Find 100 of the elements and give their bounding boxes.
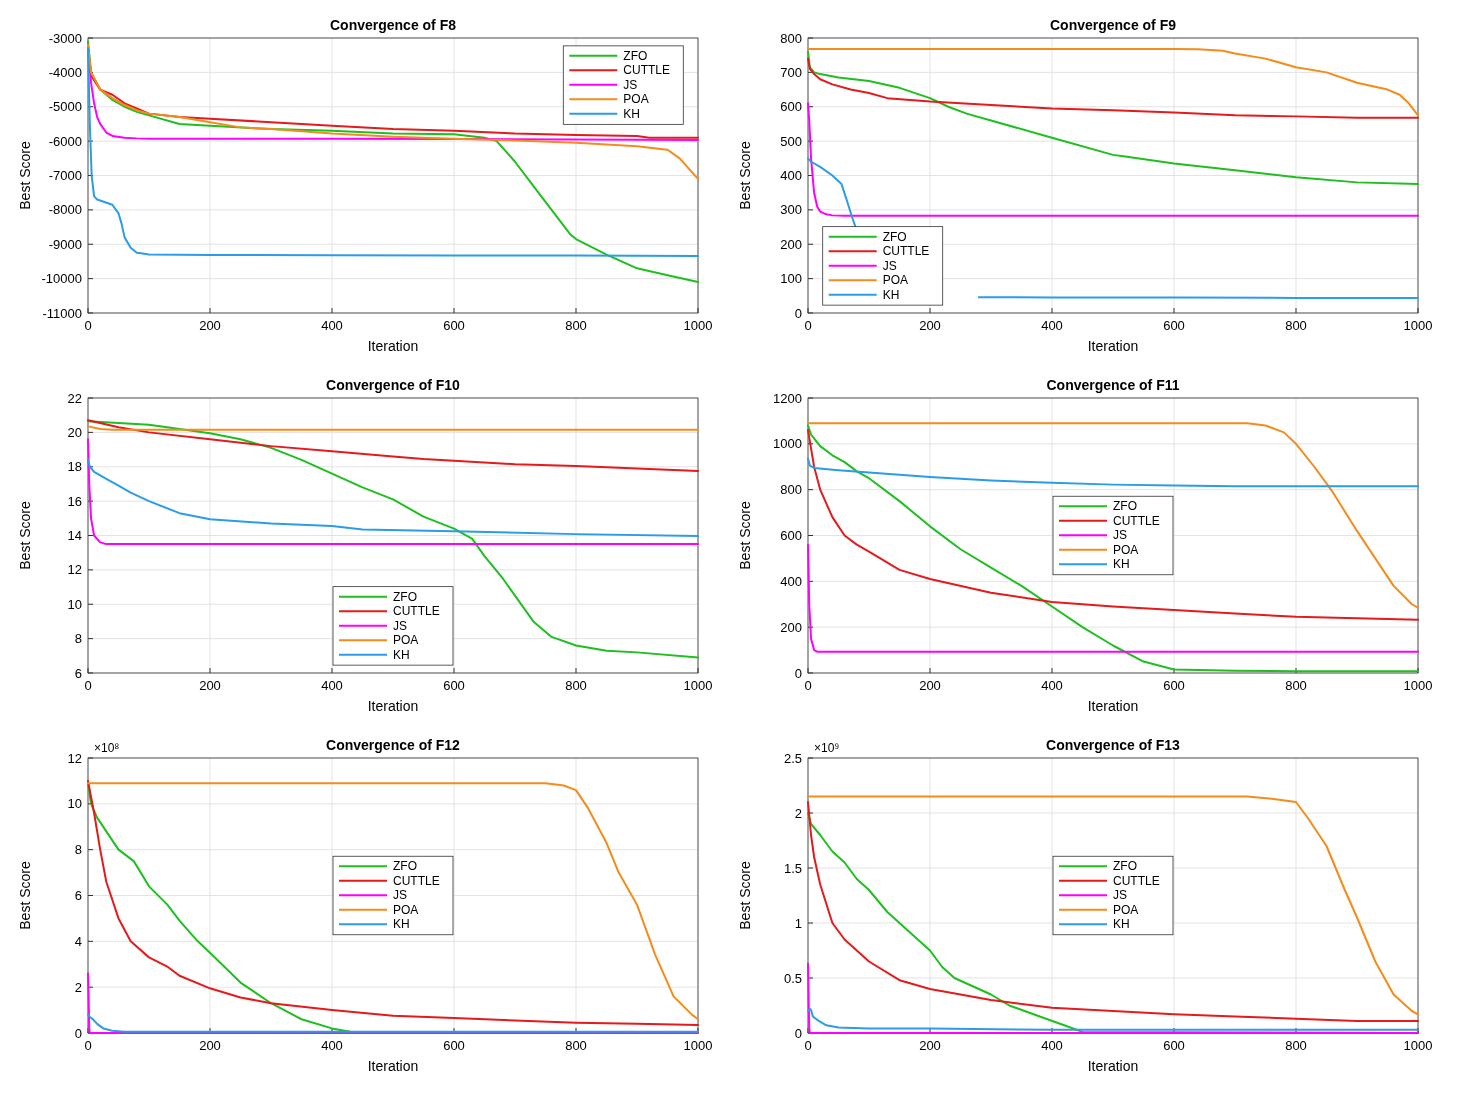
- x-tick-label: 200: [199, 1038, 221, 1053]
- line-series: [807, 50, 1419, 186]
- x-tick-label: 600: [1163, 678, 1185, 693]
- y-tick-label: 2.5: [783, 750, 802, 766]
- x-tick-label: 0: [804, 318, 812, 333]
- text: ×10⁹: [814, 741, 840, 755]
- y-tick-label: 400: [780, 573, 802, 589]
- y-tick-label: 1000: [773, 436, 802, 452]
- x-tick-label: 0: [84, 678, 92, 693]
- line-series: [807, 457, 1419, 488]
- legend-label: ZFO: [882, 229, 907, 244]
- y-tick-label: 4: [74, 933, 82, 949]
- text: ×10⁸: [94, 741, 120, 755]
- legend-label: KH: [882, 287, 900, 302]
- y-tick-label: 18: [67, 459, 82, 475]
- legend-label: CUTTLE: [882, 244, 930, 259]
- y-tick-label: 0.5: [783, 970, 802, 986]
- y-tick-label: 800: [780, 30, 802, 46]
- x-tick-label: 800: [565, 1038, 587, 1053]
- legend-label: CUTTLE: [1113, 873, 1160, 888]
- x-tick-label: 0: [804, 1038, 812, 1053]
- y-tick-label: -11000: [42, 305, 82, 321]
- x-tick-label: 1000: [683, 678, 713, 693]
- legend-label: ZFO: [623, 48, 648, 63]
- y-axis-title: Best Score: [17, 861, 33, 930]
- x-tick-label: 600: [443, 1038, 465, 1053]
- x-tick-label: 800: [1285, 318, 1307, 333]
- line-series: [807, 48, 1419, 117]
- x-tick-label: 800: [565, 318, 587, 333]
- y-axis-title: Best Score: [17, 141, 33, 210]
- y-tick-label: 600: [780, 99, 802, 115]
- y-tick-label: 22: [67, 390, 82, 406]
- y-tick-label: 1: [794, 915, 802, 931]
- legend-label: KH: [623, 106, 640, 121]
- legend-label: ZFO: [1113, 499, 1137, 514]
- line-series: [807, 543, 1419, 653]
- line-series: [87, 1013, 699, 1033]
- legend-label: KH: [1113, 917, 1130, 932]
- legend-label: JS: [1113, 528, 1128, 543]
- x-tick-label: 200: [199, 678, 221, 693]
- line-series: [87, 972, 699, 1034]
- y-tick-label: -7000: [48, 168, 82, 183]
- y-tick-label: 2: [74, 979, 82, 995]
- y-tick-label: 1.5: [783, 860, 802, 876]
- y-tick-label: -8000: [48, 202, 82, 218]
- y-tick-label: 1200: [773, 390, 802, 406]
- line-series: [87, 419, 699, 473]
- y-tick-label: -4000: [48, 64, 82, 80]
- x-tick-label: 1000: [683, 1038, 713, 1053]
- chart-title: Convergence of F10: [326, 377, 461, 393]
- y-axis-title: Best Score: [737, 861, 753, 930]
- legend-label: KH: [393, 647, 410, 662]
- x-tick-label: 600: [443, 678, 465, 693]
- y-tick-label: 0: [794, 665, 802, 681]
- y-tick-label: 600: [780, 528, 802, 543]
- y-tick-label: -9000: [48, 236, 82, 252]
- legend-label: POA: [393, 902, 419, 917]
- line-series: [87, 420, 699, 659]
- x-tick-label: 600: [443, 318, 465, 333]
- y-axis-title: Best Score: [737, 501, 753, 570]
- line-series: [87, 43, 699, 180]
- y-axis-title: Best Score: [17, 501, 33, 570]
- x-tick-label: 200: [919, 678, 941, 693]
- y-tick-label: 12: [67, 750, 82, 766]
- chart-title: Convergence of F8: [329, 17, 457, 33]
- line-series: [807, 1007, 1419, 1031]
- y-tick-label: -3000: [48, 30, 82, 46]
- y-tick-label: -10000: [41, 271, 82, 287]
- x-tick-label: 200: [919, 318, 941, 333]
- x-axis-title: Iteration: [1087, 698, 1139, 714]
- y-tick-label: 0: [74, 1025, 82, 1041]
- x-axis-title: Iteration: [367, 1058, 419, 1074]
- y-tick-label: 400: [780, 168, 802, 183]
- legend-label: JS: [1113, 888, 1128, 903]
- line-series: [807, 962, 1419, 1034]
- x-tick-label: 1000: [1403, 318, 1433, 333]
- x-tick-label: 200: [919, 1038, 941, 1053]
- x-axis-title: Iteration: [367, 338, 419, 354]
- x-axis-title: Iteration: [1087, 338, 1139, 354]
- y-tick-label: -6000: [48, 133, 82, 149]
- y-tick-label: 6: [74, 888, 82, 903]
- legend-label: POA: [623, 92, 649, 107]
- x-tick-label: 600: [1163, 318, 1185, 333]
- x-tick-label: 800: [565, 678, 587, 693]
- legend-label: ZFO: [393, 859, 417, 874]
- x-tick-label: 400: [1041, 318, 1063, 333]
- x-tick-label: 1000: [1403, 678, 1433, 693]
- y-tick-label: 16: [67, 493, 82, 509]
- chart-title: Convergence of F11: [1046, 377, 1180, 393]
- x-tick-label: 400: [321, 318, 343, 333]
- x-tick-label: 0: [804, 678, 812, 693]
- y-tick-label: 2: [794, 805, 802, 821]
- y-tick-label: 12: [67, 562, 82, 578]
- y-tick-label: 0: [794, 305, 802, 321]
- y-tick-label: 700: [780, 64, 802, 80]
- legend-label: JS: [393, 618, 408, 633]
- y-tick-label: 200: [780, 619, 802, 635]
- x-tick-label: 800: [1285, 1038, 1307, 1053]
- legend-label: ZFO: [393, 589, 417, 604]
- chart-title: Convergence of F13: [1046, 737, 1181, 753]
